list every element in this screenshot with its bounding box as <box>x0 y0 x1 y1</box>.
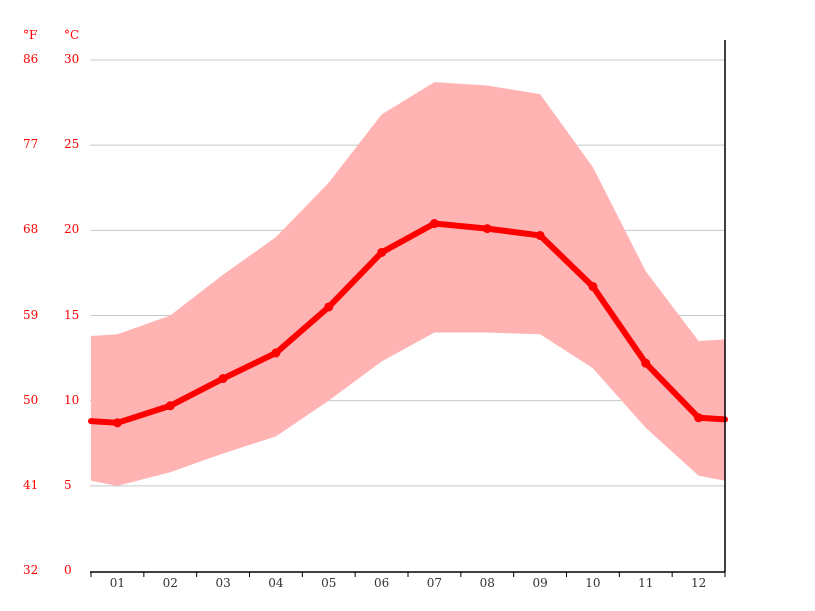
x-tick-label: 11 <box>638 576 654 590</box>
data-point <box>482 224 492 234</box>
data-point <box>165 401 175 411</box>
x-tick-label: 03 <box>215 576 231 590</box>
x-tick-label: 04 <box>268 576 284 590</box>
data-point <box>694 413 704 423</box>
x-tick-label: 08 <box>479 576 495 590</box>
x-tick-label: 05 <box>321 576 337 590</box>
x-tick-label: 01 <box>109 576 126 590</box>
data-point <box>324 302 334 312</box>
x-tick-label: 06 <box>373 576 390 590</box>
x-axis-ticks <box>90 572 726 577</box>
x-tick-label: 02 <box>162 576 178 590</box>
y-tick-celsius: 10 <box>64 392 80 407</box>
average-temperature-line <box>88 220 728 426</box>
data-point <box>377 247 387 257</box>
y-tick-celsius: 25 <box>64 137 80 152</box>
y-tick-fahrenheit: 86 <box>23 52 39 66</box>
data-point <box>271 348 281 358</box>
x-tick-label: 10 <box>585 576 601 590</box>
y-tick-celsius: 15 <box>64 307 80 322</box>
temperature-range-band <box>91 82 725 486</box>
fahrenheit-unit-label: °F <box>23 28 38 42</box>
x-tick-label: 07 <box>426 576 443 590</box>
y-tick-celsius: 30 <box>64 52 80 66</box>
x-tick-label: 09 <box>532 576 548 590</box>
y-tick-fahrenheit: 32 <box>23 563 39 577</box>
data-point <box>218 374 228 384</box>
y-tick-celsius: 0 <box>64 563 72 577</box>
data-point <box>588 282 598 292</box>
x-tick-label: 12 <box>690 576 707 590</box>
y-tick-fahrenheit: 59 <box>23 307 39 322</box>
y-tick-fahrenheit: 77 <box>23 137 39 152</box>
data-point <box>535 230 545 240</box>
y-tick-fahrenheit: 41 <box>23 477 39 492</box>
data-point <box>429 219 439 229</box>
celsius-unit-label: °C <box>64 28 80 42</box>
y-tick-celsius: 20 <box>64 222 80 237</box>
y-tick-fahrenheit: 68 <box>23 222 39 237</box>
data-points <box>112 219 704 428</box>
data-point <box>112 418 122 428</box>
y-tick-fahrenheit: 50 <box>23 392 39 407</box>
y-tick-celsius: 5 <box>64 477 72 492</box>
data-point <box>641 358 651 368</box>
